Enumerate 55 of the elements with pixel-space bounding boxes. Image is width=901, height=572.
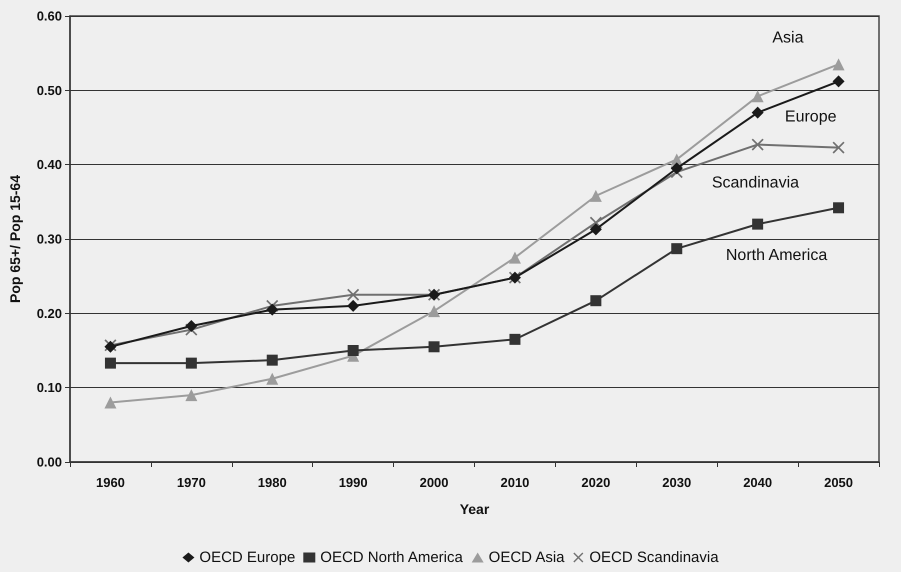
point: [832, 142, 845, 154]
point: [266, 354, 278, 366]
point: [266, 304, 278, 316]
y-axis-title: Pop 65+/ Pop 15-64: [7, 174, 23, 303]
point: [104, 358, 116, 369]
x-tick-label: 2040: [743, 475, 772, 490]
x-tick-label: 1970: [176, 475, 206, 490]
point: [833, 202, 844, 214]
x-tick-label: 2020: [581, 475, 610, 490]
annotation: Europe: [784, 108, 837, 126]
y-tick-label: 0.00: [36, 454, 62, 470]
y-tick-label: 0.60: [36, 8, 62, 24]
point: [186, 358, 197, 369]
point: [590, 190, 602, 202]
y-tick-label: 0.50: [36, 82, 62, 98]
point: [185, 389, 198, 402]
point: [347, 300, 360, 312]
x-tick-label: 1980: [258, 475, 287, 490]
point: [670, 162, 683, 174]
point: [104, 396, 116, 409]
legend-label: OECD North America: [320, 549, 464, 566]
legend-label: OECD Asia: [488, 549, 566, 566]
y-tick-label: 0.10: [36, 380, 62, 396]
x-tick-label: 1960: [96, 475, 125, 490]
annotation: Scandinavia: [712, 174, 800, 192]
point: [185, 320, 198, 332]
x-tick-label: 1990: [338, 475, 368, 490]
legend-label: OECD Europe: [199, 549, 296, 566]
point: [590, 223, 602, 236]
y-tick-label: 0.40: [36, 157, 62, 172]
point: [832, 75, 845, 88]
point: [832, 58, 845, 70]
point: [590, 295, 602, 306]
x-tick-label: 2050: [824, 475, 854, 490]
point: [428, 341, 440, 352]
y-tick-label: 0.30: [36, 232, 62, 246]
point: [671, 243, 682, 254]
x-tick-label: 2010: [500, 475, 530, 490]
point: [752, 138, 764, 151]
point: [428, 305, 440, 318]
point: [508, 252, 521, 264]
x-axis-title: Year: [460, 501, 490, 517]
point: [509, 334, 520, 345]
annotation: Asia: [772, 29, 804, 46]
y-tick-label: 0.20: [36, 306, 62, 321]
legend-label: OECD Scandinavia: [589, 549, 720, 566]
x-tick-label: 2000: [420, 475, 449, 490]
point: [347, 288, 360, 301]
point: [348, 345, 359, 356]
point: [752, 90, 764, 102]
point: [266, 372, 278, 385]
point: [752, 106, 764, 119]
x-tick-label: 2030: [662, 475, 692, 490]
annotation: North America: [726, 247, 828, 264]
point: [752, 218, 764, 230]
